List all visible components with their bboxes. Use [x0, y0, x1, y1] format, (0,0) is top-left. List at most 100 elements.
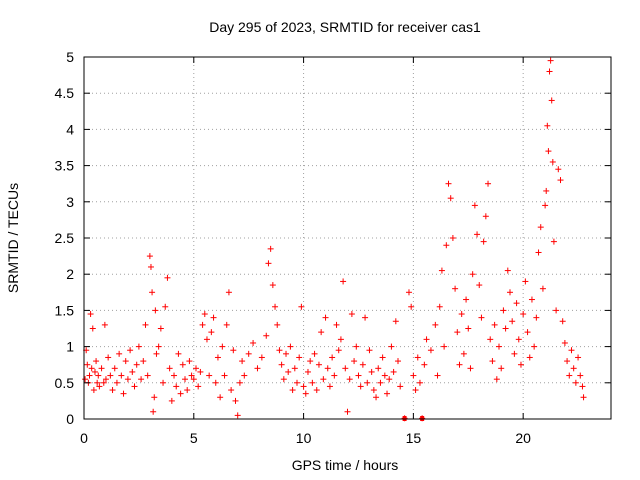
data-point — [392, 318, 399, 325]
data-point — [405, 289, 412, 296]
data-point — [331, 372, 338, 379]
data-point — [228, 387, 235, 394]
data-point — [287, 343, 294, 350]
data-point — [539, 285, 546, 292]
data-point — [179, 361, 186, 368]
y-axis-label: SRMTID / TECUs — [5, 183, 21, 293]
data-point — [357, 383, 364, 390]
data-point — [482, 213, 489, 220]
data-point — [526, 354, 533, 361]
data-point — [559, 318, 566, 325]
data-point — [258, 354, 265, 361]
data-point — [175, 350, 182, 357]
data-point — [283, 350, 290, 357]
data-point — [438, 267, 445, 274]
x-tick-label: 0 — [80, 430, 88, 446]
data-point — [87, 311, 94, 318]
data-point — [144, 372, 151, 379]
data-point — [272, 303, 279, 310]
data-point — [520, 311, 527, 318]
data-point — [90, 387, 97, 394]
data-point — [370, 387, 377, 394]
y-tick-label: 2.5 — [55, 230, 75, 246]
axis-ticks: 0 0.5 1 1.5 2 2.5 3 3.5 4 4.5 5 0 5 10 15 20 — [55, 49, 611, 446]
data-point — [478, 314, 485, 321]
y-tick-label: 0 — [66, 411, 74, 427]
data-point — [496, 343, 503, 350]
data-point — [291, 365, 298, 372]
data-point — [575, 354, 582, 361]
data-point — [100, 379, 107, 386]
data-point — [454, 329, 461, 336]
data-point — [171, 372, 178, 379]
data-point — [206, 372, 213, 379]
data-point — [377, 379, 384, 386]
data-point — [561, 339, 568, 346]
data-point — [524, 329, 531, 336]
data-point — [168, 397, 175, 404]
data-point — [120, 390, 127, 397]
data-point — [467, 365, 474, 372]
data-point — [544, 122, 551, 129]
data-point — [234, 412, 241, 419]
data-point — [458, 311, 465, 318]
data-point — [269, 282, 276, 289]
data-point — [528, 296, 535, 303]
data-point — [157, 325, 164, 332]
data-point — [329, 354, 336, 361]
data-point — [379, 354, 386, 361]
data-point — [375, 365, 382, 372]
data-point — [517, 361, 524, 368]
data-point — [441, 343, 448, 350]
data-point — [577, 372, 584, 379]
y-tick-label: 4 — [66, 121, 74, 137]
data-point — [384, 390, 391, 397]
data-point — [423, 336, 430, 343]
data-point — [293, 379, 300, 386]
data-point — [568, 347, 575, 354]
data-point — [82, 376, 89, 383]
data-point — [203, 336, 210, 343]
data-point — [386, 376, 393, 383]
data-point — [460, 350, 467, 357]
data-point — [557, 177, 564, 184]
data-point — [364, 379, 371, 386]
data-point — [324, 365, 331, 372]
data-point — [280, 376, 287, 383]
data-point — [98, 365, 105, 372]
x-tick-label: 10 — [296, 430, 312, 446]
data-point — [546, 68, 553, 75]
x-tick-label: 15 — [406, 430, 422, 446]
data-point — [410, 372, 417, 379]
data-point — [230, 347, 237, 354]
data-point — [487, 336, 494, 343]
data-point — [368, 368, 375, 375]
data-point — [537, 224, 544, 231]
data-point — [388, 343, 395, 350]
x-tick-label: 5 — [190, 430, 198, 446]
data-point — [362, 314, 369, 321]
data-point — [212, 379, 219, 386]
y-tick-label: 5 — [66, 49, 74, 65]
data-point — [95, 372, 102, 379]
data-point — [232, 397, 239, 404]
data-point — [333, 321, 340, 328]
data-point — [162, 303, 169, 310]
data-point — [155, 343, 162, 350]
data-point — [449, 235, 456, 241]
data-point — [150, 408, 157, 415]
data-point — [116, 350, 123, 357]
data-point — [160, 379, 167, 386]
data-point — [320, 376, 327, 383]
data-point — [513, 300, 520, 307]
data-point — [485, 180, 492, 187]
data-points — [82, 57, 587, 422]
data-point — [412, 387, 419, 394]
data-point — [142, 321, 149, 328]
data-point — [254, 365, 261, 372]
data-point — [166, 365, 173, 372]
data-point — [318, 329, 325, 336]
data-point — [353, 343, 360, 350]
data-point — [315, 361, 322, 368]
plot-frame — [83, 56, 612, 420]
